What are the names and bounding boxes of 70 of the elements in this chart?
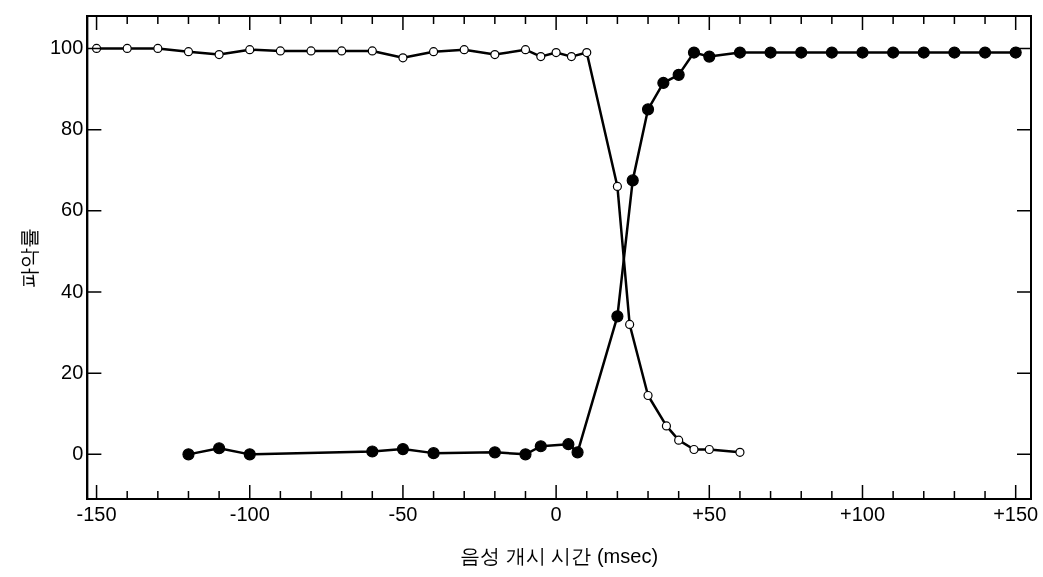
point: [366, 445, 379, 458]
point: [612, 181, 622, 192]
x-tick-label: -50: [388, 502, 418, 525]
point: [551, 47, 561, 58]
x-tick-label: -150: [76, 502, 117, 525]
point: [520, 45, 531, 55]
x-tick-label: +150: [993, 502, 1039, 525]
point: [428, 47, 439, 57]
point: [562, 438, 575, 451]
point: [704, 444, 714, 455]
point: [856, 46, 869, 59]
point: [306, 46, 316, 56]
point: [641, 103, 655, 116]
point: [488, 446, 501, 459]
point: [122, 43, 132, 54]
point: [917, 46, 930, 59]
point: [733, 46, 747, 59]
point: [213, 442, 226, 455]
point: [1009, 46, 1022, 59]
point: [337, 46, 347, 56]
point: [795, 46, 808, 59]
point: [536, 51, 546, 62]
point: [626, 174, 639, 187]
point: [978, 46, 992, 59]
point: [91, 43, 102, 54]
point: [490, 49, 500, 60]
point: [571, 446, 584, 459]
point: [948, 46, 961, 59]
point: [183, 47, 194, 57]
point: [672, 68, 685, 81]
point: [887, 46, 900, 59]
point: [214, 49, 224, 60]
point: [764, 46, 777, 59]
y-tick-label: 40: [61, 279, 84, 302]
point: [687, 46, 701, 59]
point: [243, 448, 256, 461]
point: [245, 45, 255, 55]
x-tick-label: -100: [229, 502, 270, 525]
point: [367, 46, 377, 56]
y-axis-title: 파악률: [17, 227, 40, 288]
x-tick-label: 0: [550, 502, 562, 525]
point: [182, 448, 195, 461]
point: [153, 43, 163, 54]
point: [643, 390, 653, 401]
point: [396, 442, 410, 456]
point: [703, 50, 716, 63]
point: [657, 76, 670, 90]
point: [398, 53, 408, 63]
point: [582, 47, 592, 58]
point: [275, 46, 285, 56]
point: [825, 46, 838, 59]
point: [689, 444, 699, 455]
point: [427, 447, 440, 460]
point: [611, 310, 624, 323]
y-tick-label: 20: [61, 360, 84, 383]
point: [534, 440, 547, 453]
point: [566, 51, 577, 62]
y-tick-label: 60: [61, 198, 84, 221]
point: [674, 435, 684, 445]
y-tick-label: 80: [61, 117, 84, 140]
y-tick-label: 0: [72, 441, 84, 464]
x-tick-label: +50: [692, 502, 727, 525]
point: [519, 448, 532, 461]
point: [625, 319, 635, 330]
point: [459, 45, 469, 55]
x-tick-label: +100: [839, 502, 886, 525]
point: [661, 421, 672, 431]
y-tick-label: 100: [49, 35, 84, 58]
point: [735, 447, 745, 457]
x-axis-title: 음성 개시 시간 (msec): [460, 544, 659, 567]
